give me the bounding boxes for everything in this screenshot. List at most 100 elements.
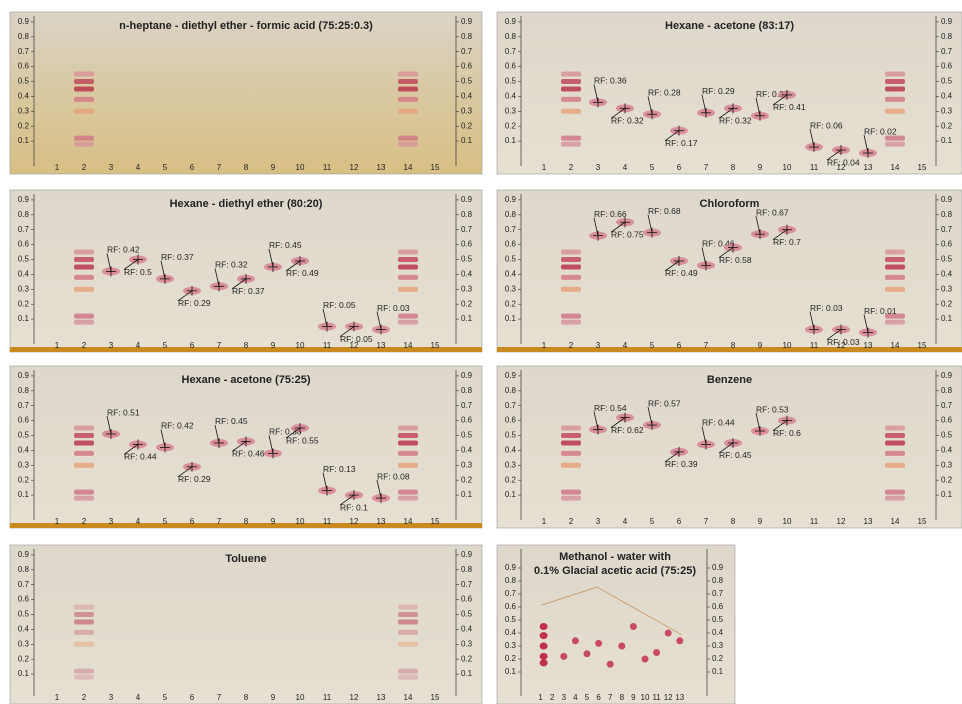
rf-tick-label: 0.9 xyxy=(941,17,953,26)
rf-tick-label: 0.6 xyxy=(505,416,517,425)
rf-tick-label: 0.1 xyxy=(712,667,724,676)
reference-band xyxy=(885,496,905,501)
rf-tick-label: 0.9 xyxy=(461,17,473,26)
rf-tick-label: 0.7 xyxy=(18,401,30,410)
rf-tick-label: 0.7 xyxy=(18,47,30,56)
rf-tick-label: 0.7 xyxy=(505,47,517,56)
lane-label: 10 xyxy=(783,517,792,526)
lane-label: 5 xyxy=(163,517,168,526)
lane-label: 13 xyxy=(377,163,386,172)
spot xyxy=(540,659,548,666)
lane-label: 9 xyxy=(758,341,763,350)
lane-label: 14 xyxy=(404,693,413,702)
rf-label: RF: 0.03 xyxy=(827,337,860,347)
reference-band xyxy=(885,433,905,438)
lane-label: 9 xyxy=(271,341,276,350)
lane-label: 8 xyxy=(731,517,736,526)
lane-label: 2 xyxy=(569,163,574,172)
rf-tick-label: 0.6 xyxy=(941,62,953,71)
reference-band xyxy=(74,463,94,468)
spot xyxy=(540,643,548,650)
rf-tick-label: 0.1 xyxy=(18,314,30,323)
reference-band xyxy=(561,97,581,102)
rf-label: RF: 0.04 xyxy=(827,157,860,167)
reference-band xyxy=(885,275,905,280)
rf-label: RF: 0.62 xyxy=(611,425,644,435)
reference-band xyxy=(74,675,94,680)
lane-label: 10 xyxy=(296,341,305,350)
rf-label: RF: 0.08 xyxy=(377,471,410,481)
lane-label: 5 xyxy=(163,163,168,172)
reference-band xyxy=(885,79,905,84)
rf-tick-label: 0.4 xyxy=(505,92,517,101)
reference-band xyxy=(74,612,94,617)
reference-band xyxy=(398,619,418,624)
lane-label: 9 xyxy=(758,517,763,526)
reference-band xyxy=(398,612,418,617)
rf-tick-label: 0.2 xyxy=(461,299,473,308)
lane-label: 7 xyxy=(704,341,709,350)
rf-tick-label: 0.7 xyxy=(712,589,724,598)
lane-label: 13 xyxy=(377,693,386,702)
lane-label: 7 xyxy=(217,517,222,526)
rf-tick-label: 0.5 xyxy=(18,255,30,264)
rf-tick-label: 0.8 xyxy=(941,32,953,41)
lane-label: 15 xyxy=(431,693,440,702)
rf-tick-label: 0.5 xyxy=(505,255,517,264)
rf-tick-label: 0.2 xyxy=(18,299,30,308)
rf-tick-label: 0.4 xyxy=(461,446,473,455)
rf-label: RF: 0.44 xyxy=(702,418,735,428)
rf-label: RF: 0.29 xyxy=(702,86,735,96)
reference-band xyxy=(398,79,418,84)
rf-tick-label: 0.8 xyxy=(18,386,30,395)
reference-band xyxy=(74,496,94,501)
reference-band xyxy=(74,142,94,147)
rf-label: RF: 0.17 xyxy=(665,138,698,148)
reference-band xyxy=(885,320,905,325)
rf-label: RF: 0.55 xyxy=(286,435,319,445)
rf-tick-label: 0.1 xyxy=(461,669,473,678)
rf-label: RF: 0.45 xyxy=(719,450,752,460)
rf-tick-label: 0.9 xyxy=(505,195,517,204)
rf-label: RF: 0.29 xyxy=(178,474,211,484)
lane-label: 3 xyxy=(596,163,601,172)
spot xyxy=(607,661,614,668)
reference-band xyxy=(74,451,94,456)
rf-label: RF: 0.57 xyxy=(648,398,681,408)
lane-label: 12 xyxy=(350,517,359,526)
rf-tick-label: 0.2 xyxy=(941,475,953,484)
rf-label: RF: 0.01 xyxy=(864,306,897,316)
rf-tick-label: 0.8 xyxy=(505,32,517,41)
lane-label: 5 xyxy=(650,163,655,172)
lane-label: 9 xyxy=(271,163,276,172)
lane-label: 8 xyxy=(244,693,249,702)
rf-tick-label: 0.4 xyxy=(941,446,953,455)
reference-band xyxy=(398,142,418,147)
rf-tick-label: 0.6 xyxy=(18,416,30,425)
reference-band xyxy=(561,451,581,456)
lane-label: 5 xyxy=(163,693,168,702)
lane-label: 14 xyxy=(404,341,413,350)
plate xyxy=(10,12,482,174)
lane-label: 2 xyxy=(569,517,574,526)
rf-tick-label: 0.3 xyxy=(461,460,473,469)
lane-label: 15 xyxy=(918,341,927,350)
lane-label: 2 xyxy=(82,517,87,526)
rf-tick-label: 0.6 xyxy=(461,416,473,425)
lane-label: 11 xyxy=(323,517,332,526)
lane-label: 6 xyxy=(596,693,601,702)
rf-tick-label: 0.6 xyxy=(18,62,30,71)
rf-tick-label: 0.8 xyxy=(18,210,30,219)
reference-band xyxy=(74,320,94,325)
rf-tick-label: 0.4 xyxy=(18,270,30,279)
rf-tick-label: 0.3 xyxy=(18,284,30,293)
rf-label: RF: 0.58 xyxy=(719,255,752,265)
rf-tick-label: 0.4 xyxy=(712,628,724,637)
rf-tick-label: 0.2 xyxy=(505,654,517,663)
reference-band xyxy=(561,433,581,438)
rf-tick-label: 0.8 xyxy=(461,210,473,219)
rf-tick-label: 0.7 xyxy=(461,580,473,589)
lane-label: 1 xyxy=(542,517,547,526)
rf-tick-label: 0.6 xyxy=(461,62,473,71)
